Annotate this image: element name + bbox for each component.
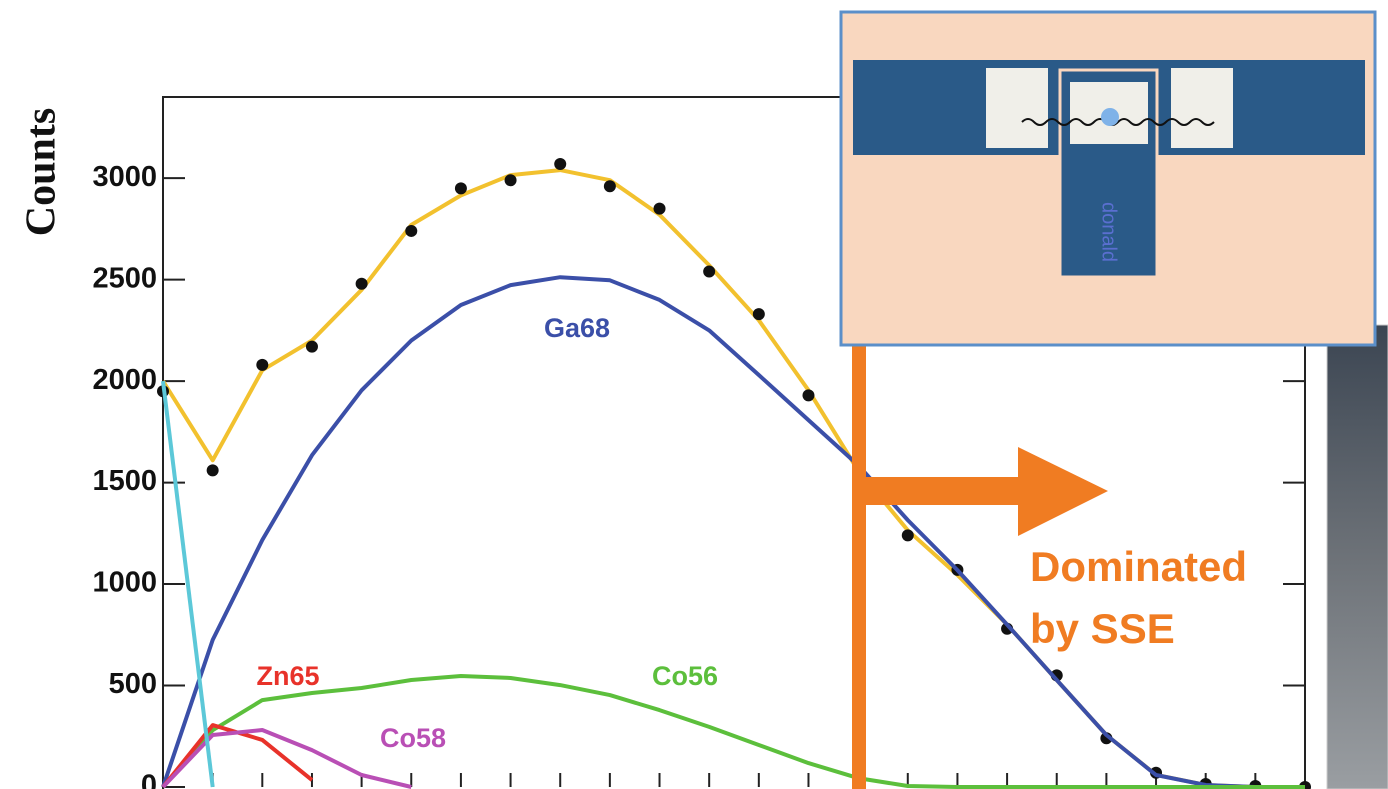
- y-tick-label: 500: [109, 668, 157, 700]
- data-point: [256, 359, 268, 371]
- arrow-shaft: [866, 477, 1022, 505]
- data-point: [306, 341, 318, 353]
- data-point: [356, 278, 368, 290]
- y-tick-label: 2000: [92, 364, 157, 396]
- data-point: [802, 389, 814, 401]
- photo: [1327, 325, 1388, 789]
- y-tick-label: 1500: [92, 465, 157, 497]
- y-tick-label: 1000: [92, 567, 157, 599]
- data-point: [654, 203, 666, 215]
- series-label: Ga68: [544, 313, 610, 343]
- inset-crystal: [986, 68, 1048, 148]
- data-point: [554, 158, 566, 170]
- cut-line: [852, 340, 866, 789]
- series-label: Co56: [652, 661, 718, 691]
- annotation: Dominated: [1030, 543, 1247, 590]
- data-point: [455, 182, 467, 194]
- inset-label: donald: [1098, 202, 1120, 262]
- data-point: [703, 266, 715, 278]
- inset-source: [1101, 108, 1119, 126]
- y-tick-label: 2500: [92, 262, 157, 294]
- annotation: by SSE: [1030, 605, 1175, 652]
- series-label: Zn65: [256, 661, 319, 691]
- series-line: [163, 676, 1305, 787]
- chart: 0 500 1000 1500 2000 2500 3000 Ga68 Co56 Zn65 Co58…: [0, 0, 1388, 789]
- data-point: [207, 464, 219, 476]
- arrow-head: [1018, 447, 1108, 536]
- series-label: Co58: [380, 723, 446, 753]
- data-point: [505, 174, 517, 186]
- y-tick-label: 3000: [92, 161, 157, 193]
- data-point: [405, 225, 417, 237]
- inset-crystal: [1171, 68, 1233, 148]
- data-point: [604, 180, 616, 192]
- data-point: [753, 308, 765, 320]
- y-tick-label: 0: [141, 770, 157, 789]
- data-point: [902, 529, 914, 541]
- series-line: [163, 277, 1305, 787]
- y-axis-label: Counts: [19, 108, 65, 236]
